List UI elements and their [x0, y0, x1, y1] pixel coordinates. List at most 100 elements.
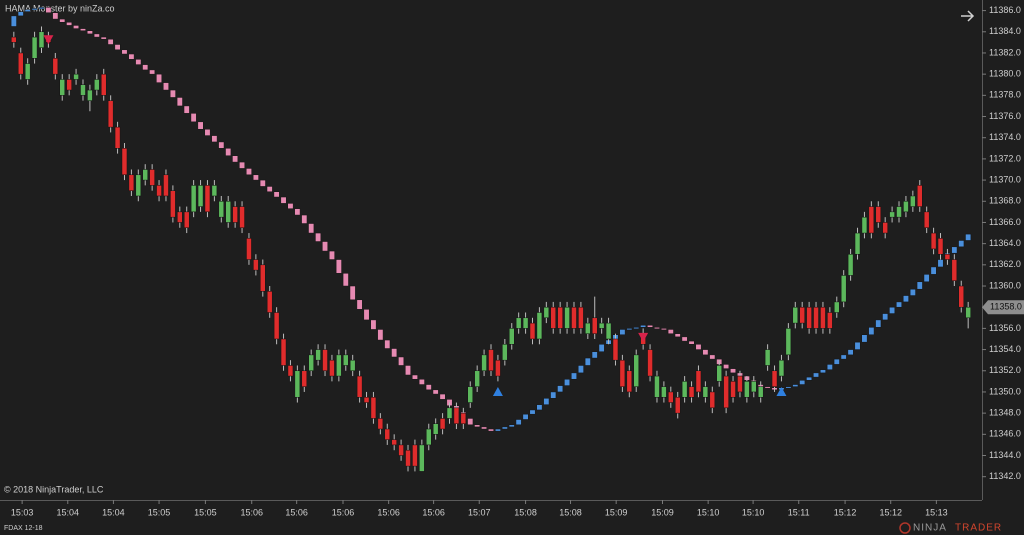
hama-body: [633, 327, 640, 330]
candle-body: [31, 36, 38, 59]
hama-body: [564, 378, 571, 386]
hama-body: [183, 105, 190, 114]
hama-body: [889, 306, 896, 314]
brand-icon: [899, 522, 911, 534]
expand-arrow[interactable]: [961, 10, 975, 22]
candle-body: [135, 174, 142, 197]
candle-body: [211, 185, 218, 197]
hama-body: [259, 179, 266, 187]
y-tick-label: 11382.0: [989, 47, 1021, 57]
last-price-label: 11358.0: [990, 302, 1022, 312]
candle-body: [294, 370, 301, 398]
x-tick-label: 15:08: [514, 507, 537, 517]
hama-body: [813, 372, 819, 378]
hama-body: [584, 357, 591, 366]
candle-body: [502, 344, 508, 361]
candle-body: [384, 428, 391, 440]
hama-body: [377, 329, 384, 341]
candle-body: [405, 449, 411, 467]
hama-body: [882, 313, 889, 321]
hama-body: [536, 404, 543, 411]
hama-body: [315, 232, 322, 242]
candle-body: [149, 169, 155, 186]
candle-body: [910, 195, 916, 207]
hama-body: [840, 354, 847, 360]
candle-body: [253, 259, 259, 271]
x-tick-label: 15:10: [697, 507, 720, 517]
candle-body: [349, 359, 356, 372]
candle-body: [668, 391, 674, 403]
hama-body: [709, 354, 716, 360]
candle-body: [128, 174, 135, 191]
y-tick-label: 11350.0: [989, 386, 1021, 396]
candle-body: [38, 31, 45, 48]
hama-body: [598, 344, 605, 352]
candle-body: [377, 418, 384, 430]
candle-body: [356, 375, 363, 398]
hama-body: [702, 349, 709, 356]
hama-body: [280, 196, 287, 204]
candle-body: [315, 349, 321, 361]
hama-body: [481, 426, 488, 430]
x-tick-label: 15:10: [742, 507, 765, 517]
hama-body: [24, 9, 31, 12]
candle-body: [751, 381, 757, 393]
y-tick-label: 11366.0: [989, 217, 1021, 227]
hama-body: [17, 11, 24, 17]
candle-body: [578, 306, 584, 329]
candle-body: [232, 206, 238, 223]
candle-body: [647, 349, 653, 377]
hama-body: [522, 413, 529, 420]
candle-body: [626, 370, 633, 393]
x-tick-label: 15:05: [194, 507, 217, 517]
hama-body: [169, 89, 176, 98]
candle-body: [177, 211, 183, 223]
x-tick-label: 15:13: [925, 507, 948, 517]
candle-body: [598, 322, 605, 329]
candle-body: [474, 370, 480, 387]
candle-body: [543, 306, 550, 319]
y-tick-label: 11364.0: [989, 238, 1021, 248]
candle-body: [495, 359, 501, 377]
hama-body: [529, 409, 536, 415]
hama-body: [543, 398, 550, 405]
chart-title: HAMA Monster by ninZa.co: [5, 3, 115, 13]
hama-body: [494, 428, 501, 432]
hama-body: [467, 418, 474, 426]
candle-body: [591, 317, 598, 334]
candle-body: [121, 148, 128, 176]
hama-body: [86, 30, 93, 35]
hama-body: [252, 174, 259, 181]
candle-body: [612, 338, 619, 361]
hama-body: [287, 203, 294, 209]
hama-body: [107, 38, 114, 45]
hama-body: [266, 186, 273, 192]
candle-body: [730, 381, 736, 398]
y-tick-label: 11380.0: [989, 69, 1021, 79]
candle-body: [170, 190, 176, 218]
candle-body: [757, 386, 764, 398]
hama-body: [577, 365, 584, 374]
candle-body: [204, 185, 211, 213]
candle-body: [446, 407, 453, 419]
hama-body: [799, 380, 806, 385]
candle-body: [239, 206, 245, 229]
candle-body: [329, 359, 335, 377]
candle-body: [439, 418, 446, 430]
hama-body: [488, 428, 494, 432]
candle-body: [488, 349, 494, 372]
candle-body: [273, 312, 280, 340]
hama-body: [190, 113, 197, 123]
candle-body: [522, 317, 529, 329]
candle-body: [799, 306, 805, 324]
hama-body: [806, 376, 813, 381]
candle-body: [419, 444, 425, 472]
last-price-box: [982, 300, 1024, 315]
hama-body: [930, 266, 937, 275]
arrow-icon[interactable]: [961, 10, 975, 22]
hama-body: [619, 329, 626, 335]
hama-body: [335, 259, 342, 274]
candle-body: [163, 174, 169, 197]
hama-body: [328, 250, 335, 260]
y-tick-label: 11362.0: [989, 259, 1021, 269]
